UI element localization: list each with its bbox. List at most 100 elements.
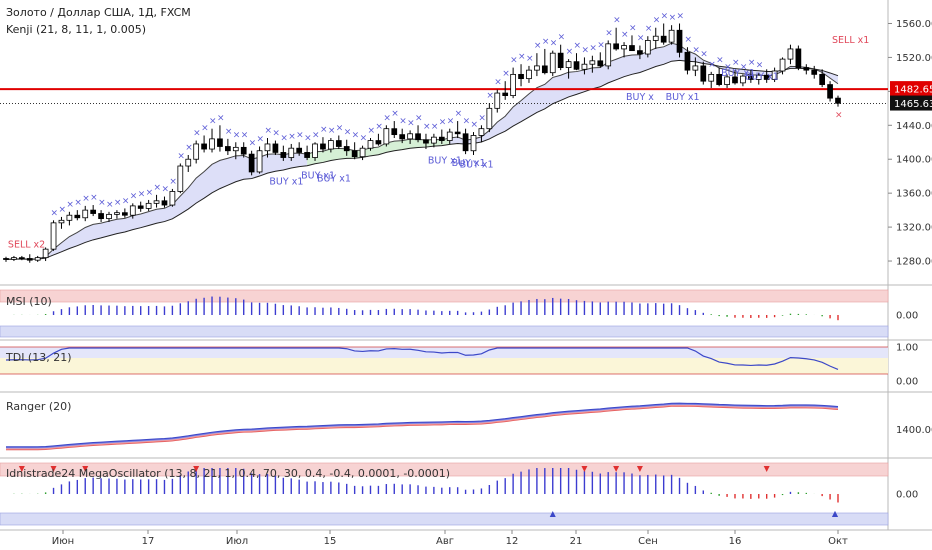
candle-body	[98, 213, 104, 220]
mega-sell-arrow	[613, 466, 620, 472]
signal-marker: ×	[391, 109, 399, 119]
signal-marker: ×	[407, 118, 415, 128]
candle-body	[454, 131, 461, 135]
price-label: 1465.63	[894, 99, 932, 110]
signal-marker: ×	[399, 117, 407, 127]
mega-sell-arrow	[763, 466, 770, 472]
candle-body	[510, 73, 516, 96]
signal-marker: ×	[463, 117, 471, 127]
candle-body	[478, 128, 485, 136]
signal-marker: ×	[185, 143, 193, 153]
signal-marker: ×	[486, 91, 494, 101]
signal-marker: ×	[478, 113, 486, 123]
signal-marker: ×	[526, 54, 534, 64]
signal-marker: ×	[597, 40, 605, 50]
candle-body	[26, 258, 33, 261]
signal-label: BUY x1	[301, 171, 335, 182]
candle-body	[660, 35, 667, 43]
candle-body	[470, 135, 477, 152]
signal-marker: ×	[264, 126, 272, 136]
candle-body	[637, 50, 643, 55]
signal-marker: ×	[661, 11, 669, 21]
signal-marker: ×	[550, 39, 558, 49]
candle-body	[225, 146, 231, 152]
signal-marker: ×	[574, 41, 582, 51]
signal-marker: ×	[66, 200, 74, 210]
candle-body	[716, 73, 722, 85]
candle-body	[256, 150, 263, 173]
candle-body	[827, 84, 833, 99]
candle-body	[565, 61, 572, 68]
signal-marker: ×	[241, 130, 249, 140]
signal-marker: ×	[558, 33, 566, 43]
mega-buy-arrow	[832, 511, 838, 517]
indicator-title: Kenji (21, 8, 11, 1, 0.005)	[6, 23, 147, 36]
signal-marker: ×	[375, 122, 383, 132]
x-tick-label: 15	[324, 536, 337, 547]
msi-oversold-band	[0, 325, 889, 338]
mega-sell-arrow	[50, 466, 57, 472]
candle-body	[264, 143, 271, 152]
signal-marker: ×	[225, 127, 233, 137]
candle-body	[320, 143, 326, 150]
candle-body	[438, 136, 445, 141]
signal-marker: ×	[732, 58, 740, 68]
ranger-band-line	[5, 405, 839, 450]
signal-marker: ×	[740, 62, 748, 72]
signal-label: BUY x1	[666, 92, 700, 103]
chart-title: Золото / Доллар США, 1Д, FXCM	[6, 6, 191, 19]
candle-body	[106, 213, 112, 220]
candle-body	[375, 140, 382, 145]
mega-buy-arrow	[549, 511, 556, 517]
mega-sell-arrow	[581, 466, 588, 472]
candle-body	[217, 138, 223, 147]
signal-marker: ×	[352, 130, 360, 140]
candle-body	[732, 76, 738, 84]
y-tick-label: 1320.00	[896, 223, 932, 234]
signal-marker: ×	[106, 200, 114, 210]
kenji-fast-line	[5, 42, 839, 260]
candle-body	[240, 146, 247, 155]
signal-marker: ×	[613, 16, 621, 26]
signal-marker: ×	[90, 193, 98, 203]
megaoscillator-panel-title: Idnistrade24 MegaOscillator (13, 8, 21, …	[6, 467, 451, 480]
x-tick-label: 16	[729, 536, 742, 547]
candle-body	[494, 92, 501, 109]
candle-body	[518, 73, 524, 80]
price-label: 1482.65	[894, 85, 932, 96]
candle-body	[153, 200, 160, 204]
candle-body	[232, 146, 239, 152]
candle-body	[42, 248, 49, 259]
signal-marker: ×	[542, 37, 550, 47]
signal-marker: ×	[336, 123, 344, 133]
candle-body	[66, 214, 73, 221]
x-tick-label: 21	[570, 536, 583, 547]
tdi-middle-band	[0, 358, 888, 374]
signal-marker: ×	[328, 126, 336, 136]
candle-body	[811, 69, 818, 75]
signal-label: BUY x1	[269, 177, 303, 188]
candle-body	[684, 51, 691, 71]
candle-body	[129, 205, 136, 216]
ranger-band-line	[5, 403, 839, 449]
ranger-band-line	[5, 404, 839, 450]
candle-body	[328, 140, 334, 150]
tdi-line	[5, 347, 839, 370]
signal-marker: ×	[304, 134, 312, 144]
signal-marker: ×	[605, 28, 613, 38]
candle-body	[177, 165, 184, 192]
signal-marker: ×	[700, 50, 708, 60]
signal-marker: ×	[280, 134, 288, 144]
mega-sell-arrow	[636, 466, 643, 472]
candle-body	[549, 52, 556, 74]
mega-oversold-band	[0, 512, 889, 526]
candle-body	[272, 143, 279, 153]
y-tick-label: 1400.00	[896, 155, 932, 166]
signal-marker: ×	[154, 183, 162, 193]
candle-body	[3, 258, 9, 260]
signal-marker: ×	[748, 58, 756, 68]
signal-marker: ×	[423, 122, 431, 132]
x-tick-label: 12	[506, 536, 519, 547]
signal-marker: ×	[645, 24, 653, 34]
